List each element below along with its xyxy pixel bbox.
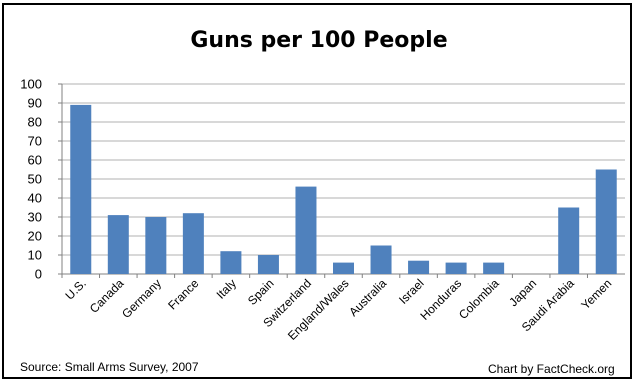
x-tick-label: Spain (245, 276, 277, 308)
x-tick-label: Australia (346, 276, 389, 319)
y-tick-label: 0 (35, 267, 42, 282)
chart-credit: Chart by FactCheck.org (488, 362, 615, 376)
bar (595, 169, 617, 274)
chart-title: Guns per 100 People (190, 28, 448, 53)
bar (295, 186, 317, 274)
bar (220, 251, 242, 274)
bar (408, 260, 430, 274)
y-tick-label: 100 (20, 77, 42, 92)
bar (70, 104, 92, 275)
x-tick-label: Honduras (418, 276, 465, 323)
x-tick-label: Italy (214, 276, 239, 301)
bar (483, 262, 505, 274)
bar (558, 207, 580, 274)
x-tick-label: U.S. (62, 276, 88, 302)
y-tick-label: 30 (28, 210, 42, 225)
source-note: Source: Small Arms Survey, 2007 (20, 360, 199, 374)
x-tick-label: France (165, 276, 202, 313)
bar (107, 215, 129, 274)
x-tick-label: Yemen (578, 276, 614, 312)
y-tick-label: 40 (28, 191, 42, 206)
y-tick-label: 50 (28, 172, 42, 187)
bar (182, 213, 204, 274)
y-tick-label: 90 (28, 96, 42, 111)
bar (333, 262, 354, 274)
y-tick-label: 20 (28, 229, 42, 244)
y-tick-label: 10 (28, 248, 42, 263)
bar (257, 255, 279, 274)
x-tick-label: Japan (506, 276, 539, 309)
x-tick-label: Israel (396, 276, 427, 307)
bar (370, 245, 392, 274)
x-tick-label: Colombia (456, 276, 502, 322)
y-tick-label: 80 (28, 115, 42, 130)
y-tick-label: 60 (28, 153, 42, 168)
x-tick-label: Germany (119, 276, 164, 321)
chart-frame (2, 3, 632, 379)
bar (145, 217, 167, 274)
bar (445, 262, 467, 274)
y-tick-label: 70 (28, 134, 42, 149)
